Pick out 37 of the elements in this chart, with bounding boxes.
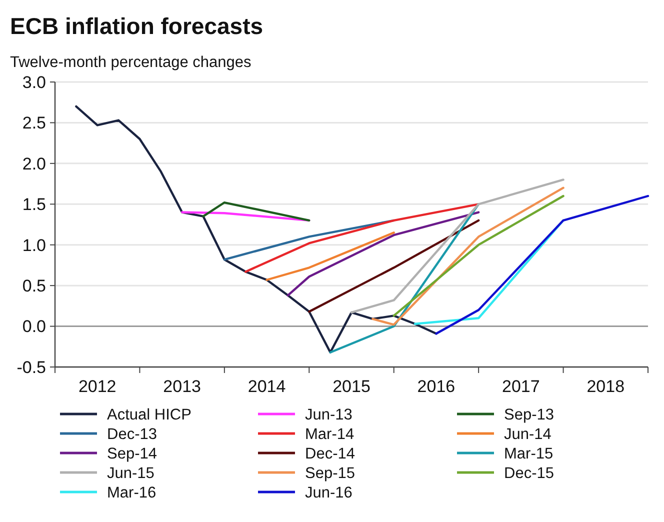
y-tick-label: 0.0 (22, 317, 46, 336)
y-tick-label: -0.5 (16, 358, 46, 377)
line-series (350, 178, 564, 314)
legend-label: Jun-14 (504, 426, 552, 443)
legend-label: Dec-14 (305, 445, 356, 462)
legend-label: Sep-15 (305, 464, 355, 482)
line-series (372, 186, 564, 326)
legend-label: Jun-13 (305, 406, 352, 424)
x-tick-label: 2012 (78, 377, 116, 396)
line-series (435, 194, 650, 335)
legend-label: Dec-15 (504, 464, 554, 482)
legend-label: Sep-14 (107, 445, 158, 462)
legend-label: Dec-13 (107, 426, 157, 443)
x-tick-label: 2013 (163, 377, 201, 396)
x-tick-label: 2017 (502, 377, 540, 396)
legend-label: Mar-14 (305, 426, 354, 443)
legend-label: Jun-16 (305, 484, 352, 502)
y-tick-label: 1.0 (22, 236, 46, 255)
x-tick-label: 2014 (248, 377, 286, 396)
y-tick-label: 0.5 (22, 276, 46, 296)
legend-label: Mar-15 (504, 445, 554, 462)
y-tick-label: 3.0 (22, 72, 46, 92)
legend-label: Actual HICP (107, 406, 192, 424)
line-series (244, 203, 480, 273)
legend-label: Mar-16 (107, 484, 156, 502)
y-tick-label: 1.5 (22, 195, 46, 214)
y-tick-label: 2.5 (22, 114, 46, 133)
chart-title: ECB inflation forecasts (10, 13, 264, 39)
legend-label: Jun-15 (107, 464, 154, 482)
y-tick-label: 2.0 (22, 154, 46, 174)
x-tick-label: 2015 (332, 377, 370, 396)
line-series (75, 105, 438, 354)
chart-subtitle: Twelve-month percentage changes (10, 54, 252, 71)
legend-label: Sep-13 (504, 406, 554, 424)
line-series (286, 211, 480, 296)
x-tick-label: 2016 (417, 377, 456, 396)
x-tick-label: 2018 (586, 377, 625, 396)
